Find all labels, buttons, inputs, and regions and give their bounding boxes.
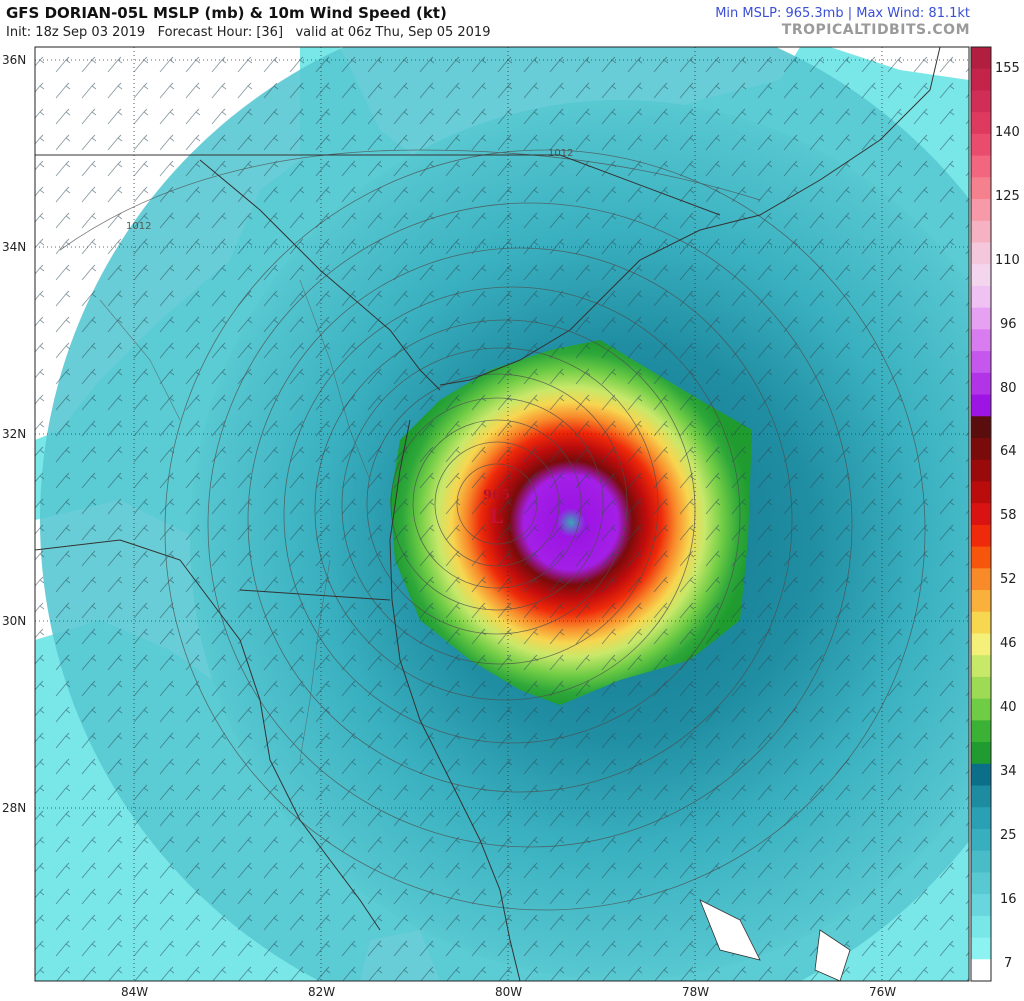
lon-label: 76W [869, 985, 896, 999]
colorbar-swatch [971, 937, 991, 960]
colorbar-swatch [971, 655, 991, 678]
colorbar-label: 46 [1000, 636, 1017, 651]
storm-stats: Min MSLP: 965.3mb | Max Wind: 81.1kt [715, 6, 970, 21]
colorbar-swatch [971, 372, 991, 396]
colorbar-swatch [971, 698, 991, 721]
coastline-and-borders [35, 47, 941, 981]
colorbar-swatch [971, 568, 991, 591]
valid-time: valid at 06z Thu, Sep 05 2019 [295, 25, 491, 40]
colorbar-label: 80 [1000, 381, 1017, 396]
colorbar-labels: 155 140 125 110 96 80 64 58 52 46 40 34 … [995, 61, 1020, 971]
colorbar-swatch [971, 68, 991, 92]
colorbar-swatch [971, 894, 991, 917]
colorbar-label: 16 [1000, 892, 1017, 907]
forecast-hour: Forecast Hour: [36] [157, 25, 284, 40]
colorbar-swatch [971, 546, 991, 569]
colorbar-label: 25 [1000, 828, 1017, 843]
colorbar-swatch [971, 828, 991, 852]
latitude-labels: 36N 34N 32N 30N 28N [2, 53, 26, 815]
map-field: 1012 1012 [35, 47, 969, 981]
rivers [99, 279, 371, 761]
init-time: Init: 18z Sep 03 2019 [6, 25, 146, 40]
lat-label: 30N [2, 614, 26, 628]
wind-barbs [35, 47, 969, 981]
colorbar-swatch [971, 481, 991, 504]
lon-label: 78W [682, 985, 709, 999]
colorbar-swatch [971, 503, 991, 526]
colorbar-swatch [971, 611, 991, 635]
colorbar-swatch [971, 112, 991, 135]
colorbar-swatch [971, 959, 991, 982]
low-pressure-value: 965 [483, 488, 510, 503]
lat-label: 36N [2, 53, 26, 67]
colorbar-label: 40 [1000, 700, 1017, 715]
colorbar-label: 155 [995, 61, 1020, 76]
colorbar-frame [970, 46, 992, 982]
isobars [59, 149, 926, 911]
map-frame [34, 46, 970, 982]
colorbar-swatch [971, 416, 991, 439]
lat-label: 34N [2, 240, 26, 254]
colorbar-label: 96 [1000, 317, 1017, 332]
colorbar-swatch [971, 177, 991, 200]
colorbar-swatch [971, 633, 991, 656]
colorbar-swatch [971, 133, 991, 157]
lat-label: 32N [2, 427, 26, 441]
colorbar-swatch [971, 459, 991, 483]
colorbar-label: 125 [995, 189, 1020, 204]
colorbar-label: 110 [995, 253, 1020, 268]
colorbar-swatch [971, 785, 991, 808]
colorbar-swatch [971, 220, 991, 244]
colorbar-swatch [971, 264, 991, 287]
colorbar-label: 140 [995, 125, 1020, 140]
colorbar-swatch [971, 915, 991, 939]
brand-watermark: TROPICALTIDBITS.COM [781, 22, 970, 38]
low-pressure-symbol: L [489, 504, 503, 528]
wind-speed-colorbar [971, 47, 991, 982]
colorbar-swatch [971, 285, 991, 309]
colorbar-swatch [971, 676, 991, 700]
colorbar-swatch [971, 242, 991, 265]
colorbar-swatch [971, 742, 991, 765]
lon-label: 82W [308, 985, 335, 999]
colorbar-swatch [971, 394, 991, 417]
colorbar-swatch [971, 47, 991, 70]
colorbar-label: 58 [1000, 508, 1017, 523]
colorbar-swatch [971, 437, 991, 461]
map-title: GFS DORIAN-05L MSLP (mb) & 10m Wind Spee… [6, 4, 447, 22]
colorbar-swatch [971, 90, 991, 113]
colorbar-swatch [971, 524, 991, 548]
colorbar-swatch [971, 872, 991, 895]
lon-label: 80W [495, 985, 522, 999]
colorbar-swatch [971, 329, 991, 352]
colorbar-swatch [971, 351, 991, 374]
colorbar-label: 64 [1000, 444, 1017, 459]
lon-label: 84W [121, 985, 148, 999]
map-subtitle: Init: 18z Sep 03 2019 Forecast Hour: [36… [6, 25, 490, 40]
isobar-label: 1012 [548, 148, 573, 159]
colorbar-label: 52 [1000, 572, 1017, 587]
island [814, 929, 851, 981]
colorbar-label: 34 [1000, 764, 1017, 779]
colorbar-swatch [971, 590, 991, 613]
colorbar-swatch [971, 720, 991, 743]
colorbar-swatch [971, 850, 991, 873]
lat-label: 28N [2, 801, 26, 815]
longitude-labels: 84W 82W 80W 78W 76W [121, 985, 896, 999]
colorbar-swatch [971, 155, 991, 178]
colorbar-swatch [971, 807, 991, 830]
colorbar-swatch [971, 199, 991, 222]
colorbar-swatch [971, 307, 991, 330]
colorbar-swatch [971, 763, 991, 787]
isobar-label: 1012 [126, 221, 151, 232]
island [699, 899, 761, 961]
colorbar-label: 7 [1004, 956, 1012, 971]
